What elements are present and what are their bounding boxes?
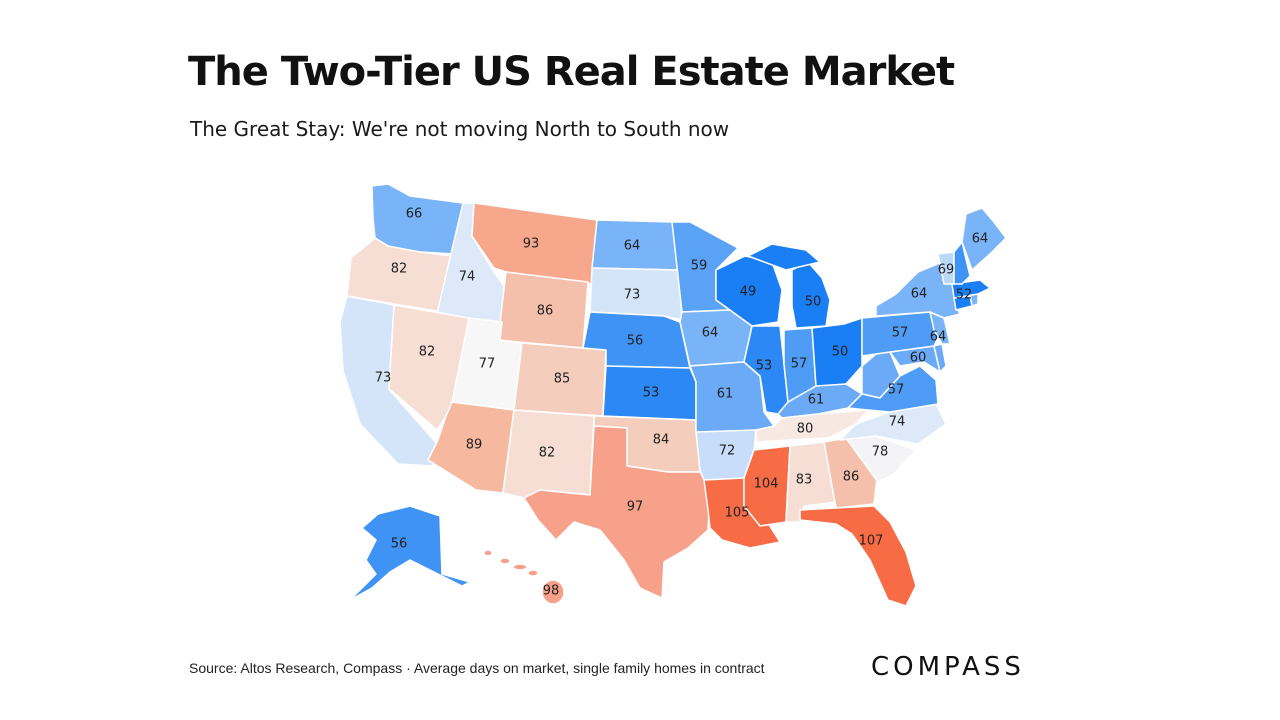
label-va: 57 — [888, 383, 905, 398]
state-mi-upper — [747, 243, 821, 271]
label-ny: 64 — [911, 287, 928, 302]
hi-island-big — [541, 579, 565, 605]
label-nm: 82 — [539, 446, 556, 461]
label-ak: 56 — [391, 537, 408, 552]
label-fl: 107 — [859, 534, 884, 549]
state-me — [961, 207, 1007, 271]
hi-island-small-2 — [499, 557, 511, 565]
label-sc: 78 — [872, 445, 889, 460]
state-ak — [349, 505, 471, 601]
label-vt: 69 — [938, 263, 955, 278]
label-nj: 64 — [930, 330, 947, 345]
page-title: The Two-Tier US Real Estate Market — [188, 49, 955, 95]
label-ia: 64 — [702, 326, 719, 341]
label-sd: 73 — [624, 288, 641, 303]
label-ca: 73 — [375, 371, 392, 386]
label-id: 74 — [459, 270, 476, 285]
label-nc: 74 — [889, 415, 906, 430]
hi-island-small-1 — [483, 549, 493, 557]
label-nv: 82 — [419, 345, 436, 360]
label-ok: 84 — [653, 433, 670, 448]
compass-logo: COMPASS — [871, 652, 1025, 682]
label-co: 85 — [554, 372, 571, 387]
label-wa: 66 — [406, 207, 423, 222]
label-az: 89 — [466, 438, 483, 453]
source-note: Source: Altos Research, Compass · Averag… — [189, 660, 765, 676]
state-fl — [799, 505, 917, 607]
label-mi: 50 — [805, 295, 822, 310]
label-oh: 50 — [832, 345, 849, 360]
label-ky: 61 — [808, 393, 825, 408]
label-ar: 72 — [719, 444, 736, 459]
label-la: 105 — [725, 506, 750, 521]
state-nh — [953, 241, 971, 285]
label-pa: 57 — [892, 326, 909, 341]
state-tx — [523, 425, 711, 599]
label-ut: 77 — [479, 357, 496, 372]
label-in: 57 — [791, 357, 808, 372]
label-hi: 98 — [543, 584, 560, 599]
label-tx: 97 — [627, 500, 644, 515]
page-subtitle: The Great Stay: We're not moving North t… — [190, 117, 730, 141]
hi-island-small-3 — [512, 563, 528, 571]
label-nd: 64 — [624, 239, 641, 254]
label-al: 83 — [796, 473, 813, 488]
state-de — [933, 343, 947, 373]
label-tn: 80 — [797, 422, 814, 437]
label-mt: 93 — [523, 237, 540, 252]
label-wi: 49 — [740, 285, 757, 300]
label-il: 53 — [756, 359, 773, 374]
label-ne: 56 — [627, 334, 644, 349]
label-ms: 104 — [754, 477, 779, 492]
label-ma: 52 — [956, 288, 973, 303]
label-wy: 86 — [537, 304, 554, 319]
hi-island-small-4 — [527, 569, 539, 577]
label-ga: 86 — [843, 470, 860, 485]
label-ks: 53 — [643, 386, 660, 401]
state-va — [847, 365, 939, 413]
label-mo: 61 — [717, 387, 734, 402]
label-me: 64 — [972, 232, 989, 247]
label-mn: 59 — [691, 259, 708, 274]
label-md: 60 — [910, 351, 927, 366]
state-hi — [483, 549, 565, 605]
label-or: 82 — [391, 262, 408, 277]
state-sd — [589, 267, 683, 321]
